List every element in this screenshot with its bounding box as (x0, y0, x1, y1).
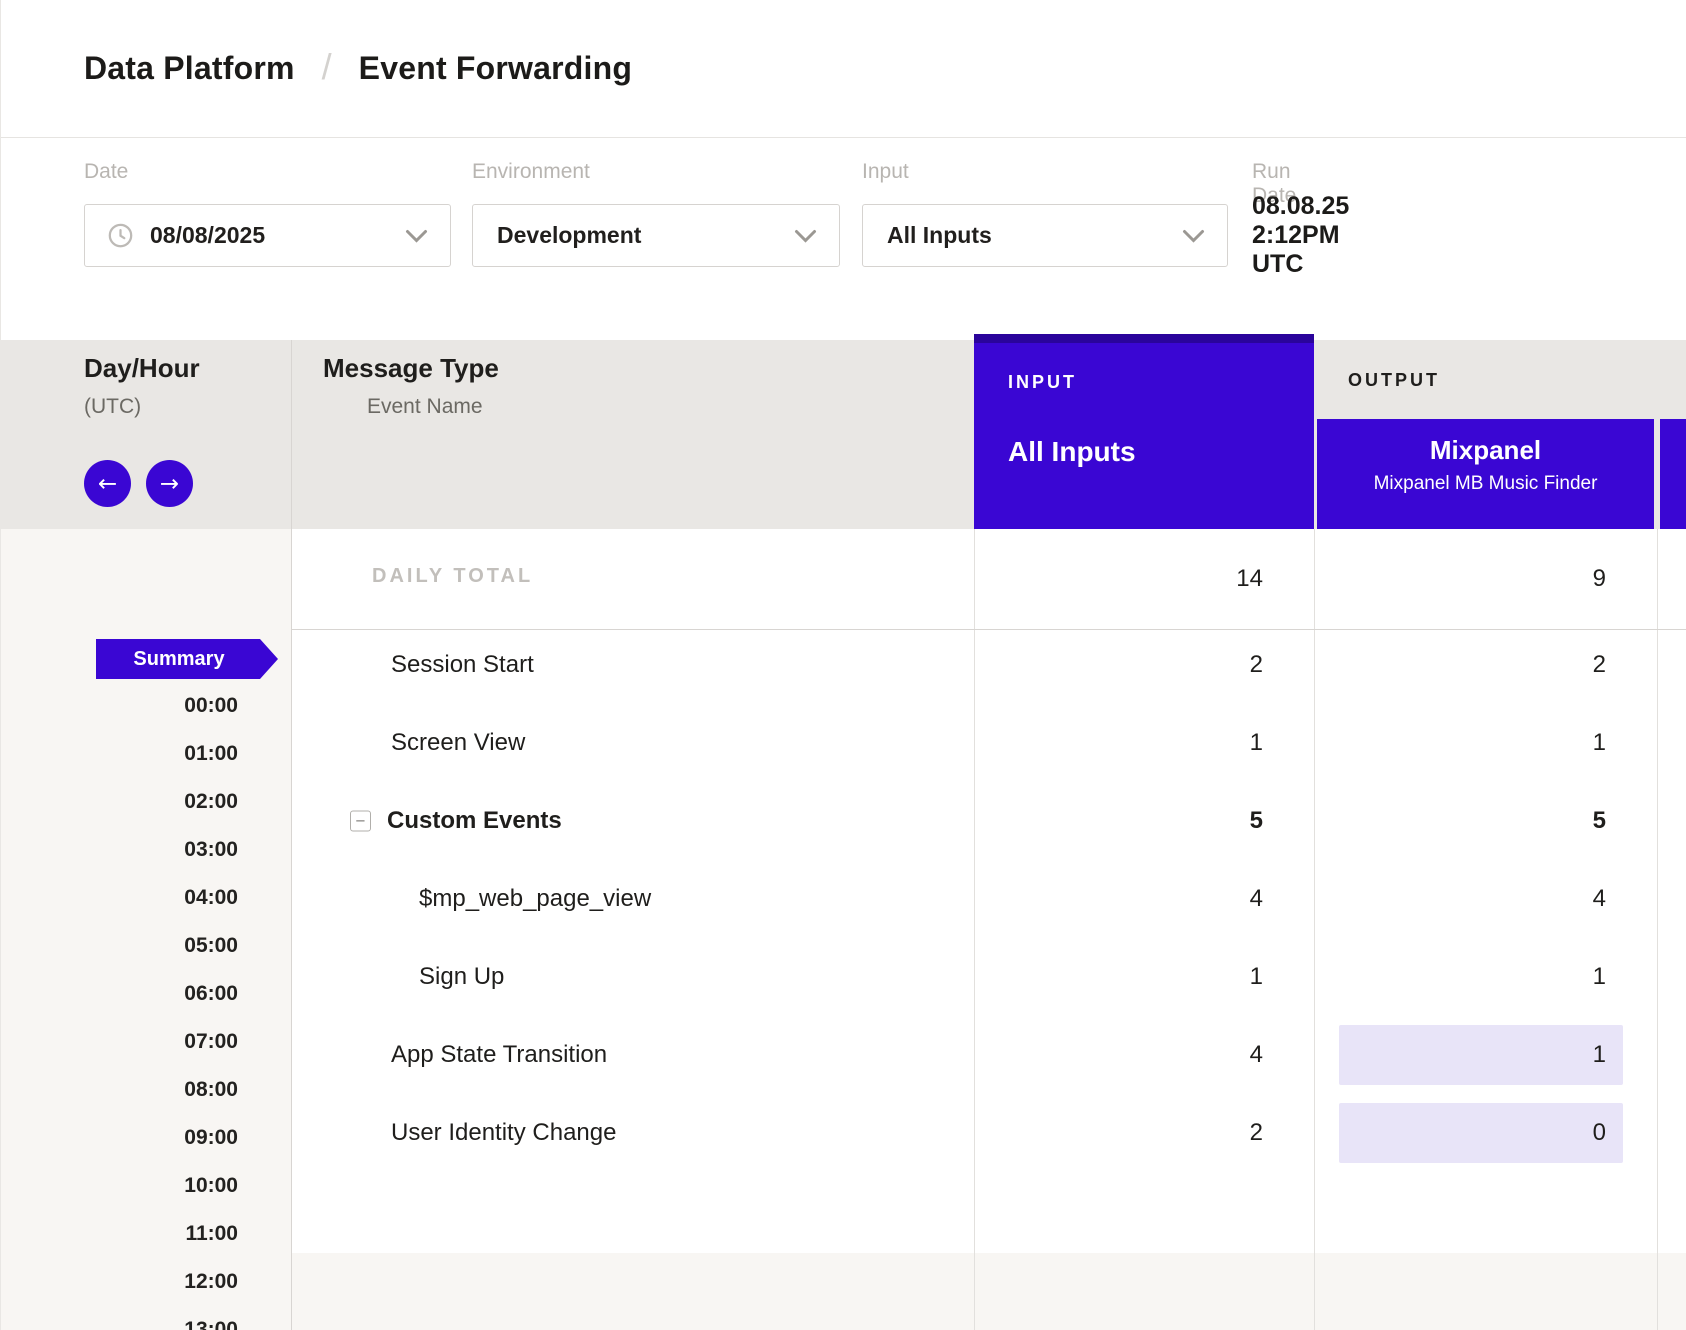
row-input-value: 1 (1249, 963, 1263, 990)
table-row-custom-events: − Custom Events 5 5 (291, 782, 1686, 860)
breadcrumb: Data Platform / Event Forwarding (1, 0, 1686, 138)
environment-filter-label: Environment (472, 160, 590, 183)
row-label: User Identity Change (391, 1119, 617, 1146)
input-output-column-divider (1314, 529, 1315, 1330)
row-output-value: 2 (1592, 651, 1606, 678)
row-label: Screen View (391, 729, 526, 756)
table-header: Day/Hour (UTC) ← → Message Type Event Na… (1, 334, 1686, 529)
row-label: $mp_web_page_view (419, 885, 652, 912)
input-dropdown[interactable]: All Inputs (862, 204, 1228, 267)
page-title: Event Forwarding (358, 50, 633, 86)
hour-row-09[interactable]: 09:00 (184, 1126, 238, 1149)
input-column-header[interactable]: INPUT All Inputs (974, 334, 1314, 529)
daily-total-label: DAILY TOTAL (372, 565, 534, 587)
hour-row-13[interactable]: 13:00 (184, 1318, 238, 1330)
date-filter-label: Date (84, 160, 129, 183)
chevron-down-icon (1182, 229, 1205, 243)
row-label: Sign Up (419, 963, 505, 990)
arrow-right-icon: → (159, 470, 180, 497)
input-column-left-border (974, 529, 975, 1330)
environment-value: Development (497, 222, 642, 248)
row-input-value: 2 (1249, 1119, 1263, 1146)
run-date-value: 08.08.25 2:12PM UTC (1252, 192, 1350, 278)
day-hour-header: Day/Hour (84, 353, 200, 383)
row-input-value: 4 (1249, 885, 1263, 912)
summary-row-tag[interactable]: Summary (96, 639, 278, 679)
table-body: DAILY TOTAL 14 9 Summary 00:00 01:00 02:… (1, 529, 1686, 1330)
hour-row-12[interactable]: 12:00 (184, 1270, 238, 1293)
hour-row-04[interactable]: 04:00 (184, 886, 238, 909)
chevron-down-icon (405, 229, 428, 243)
row-input-value: 1 (1249, 729, 1263, 756)
next-connection-header-partial (1660, 419, 1686, 529)
hour-row-11[interactable]: 11:00 (185, 1222, 238, 1245)
connection-subtitle: Mixpanel MB Music Finder (1373, 473, 1598, 494)
table-footer-band (291, 1253, 1686, 1330)
row-input-value: 4 (1249, 1041, 1263, 1068)
row-output-value: 0 (1592, 1119, 1606, 1146)
hour-row-08[interactable]: 08:00 (184, 1078, 238, 1101)
message-type-header: Message Type (323, 353, 499, 383)
chevron-down-icon (794, 229, 817, 243)
connection-name: Mixpanel (1429, 435, 1542, 465)
output-group-label: OUTPUT (1348, 370, 1440, 390)
hour-row-06[interactable]: 06:00 (184, 982, 238, 1005)
date-dropdown[interactable]: 08/08/2025 (84, 204, 451, 267)
table-row-user-identity-change: User Identity Change 2 0 (291, 1094, 1686, 1172)
input-column-top-strip (974, 334, 1314, 343)
row-label: Session Start (391, 651, 534, 678)
input-group-label: INPUT (1008, 372, 1077, 392)
hour-row-05[interactable]: 05:00 (184, 934, 238, 957)
row-output-value: 5 (1592, 807, 1606, 834)
hour-row-00[interactable]: 00:00 (184, 694, 238, 717)
hour-row-01[interactable]: 01:00 (184, 742, 238, 765)
row-label: Custom Events (387, 807, 562, 834)
hour-row-03[interactable]: 03:00 (184, 838, 238, 861)
table-row-screen-view: Screen View 1 1 (291, 704, 1686, 782)
hour-row-02[interactable]: 02:00 (184, 790, 238, 813)
hour-row-07[interactable]: 07:00 (184, 1030, 238, 1053)
row-output-value: 1 (1592, 729, 1606, 756)
breadcrumb-data-platform[interactable]: Data Platform (84, 50, 295, 86)
date-value: 08/08/2025 (150, 222, 266, 248)
prev-day-button[interactable]: ← (84, 460, 131, 507)
daily-total-input-value: 14 (1236, 565, 1263, 592)
event-name-subheader: Event Name (367, 395, 483, 418)
daily-total-output-value: 9 (1592, 565, 1606, 592)
daily-total-row-divider (291, 629, 1686, 630)
input-value: All Inputs (887, 222, 992, 248)
hour-row-10[interactable]: 10:00 (184, 1174, 238, 1197)
filter-bar: Date 08/08/2025 Environment Development (1, 138, 1686, 340)
input-column-title: All Inputs (1008, 436, 1136, 467)
table-row-app-state-transition: App State Transition 4 1 (291, 1016, 1686, 1094)
environment-dropdown[interactable]: Development (472, 204, 840, 267)
arrow-left-icon: ← (97, 470, 118, 497)
output-connection-header[interactable]: Mixpanel Mixpanel MB Music Finder (1317, 419, 1654, 529)
clock-icon (107, 222, 134, 249)
input-filter-label: Input (862, 160, 909, 183)
output-column-right-border (1657, 529, 1658, 1330)
row-output-value: 1 (1592, 1041, 1606, 1068)
day-hour-column-divider (291, 340, 292, 1330)
day-hour-timezone: (UTC) (84, 395, 142, 418)
breadcrumb-separator: / (321, 45, 332, 87)
row-label: App State Transition (391, 1041, 608, 1068)
row-input-value: 2 (1249, 651, 1263, 678)
table-row-mp-web-page-view: $mp_web_page_view 4 4 (291, 860, 1686, 938)
row-input-value: 5 (1249, 807, 1263, 834)
output-discrepancy-highlight (1339, 1025, 1623, 1085)
table-row-session-start: Session Start 2 2 (291, 626, 1686, 704)
table-row-sign-up: Sign Up 1 1 (291, 938, 1686, 1016)
run-date-label: Run Date (1252, 160, 1297, 207)
row-output-value: 4 (1592, 885, 1606, 912)
output-discrepancy-highlight (1339, 1103, 1623, 1163)
next-day-button[interactable]: → (146, 460, 193, 507)
collapse-icon[interactable]: − (350, 810, 371, 832)
row-output-value: 1 (1592, 963, 1606, 990)
